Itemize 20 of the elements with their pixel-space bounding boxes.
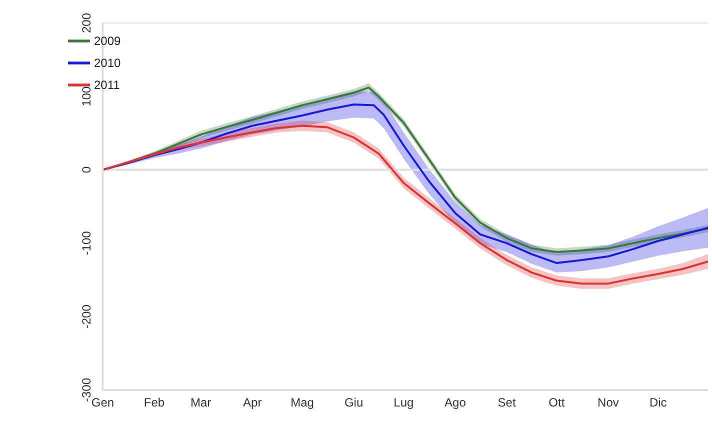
x-tick-label: Mag — [290, 396, 314, 410]
y-tick-label: 0 — [80, 166, 94, 174]
x-tick-label: Set — [498, 396, 516, 410]
y-tick-label: 100 — [80, 86, 94, 106]
y-tick-label: -200 — [80, 304, 94, 329]
x-tick-label: Lug — [394, 396, 414, 410]
x-tick-label: Mar — [190, 396, 212, 410]
x-tick-label: Ago — [444, 396, 466, 410]
legend-label: 2009 — [94, 34, 121, 48]
legend-label: 2011 — [94, 78, 120, 92]
x-tick-label: Ott — [548, 396, 566, 410]
y-tick-label: 200 — [80, 12, 94, 34]
x-tick-label: Apr — [243, 396, 262, 410]
x-tick-label: Giu — [344, 396, 364, 410]
y-tick-label: -100 — [80, 230, 94, 256]
x-tick-label: Dic — [649, 396, 667, 410]
x-tick-label: Feb — [144, 396, 165, 410]
x-tick-label: Nov — [598, 396, 619, 410]
legend-label: 2010 — [94, 56, 121, 70]
x-tick-label: Gen — [91, 396, 114, 410]
